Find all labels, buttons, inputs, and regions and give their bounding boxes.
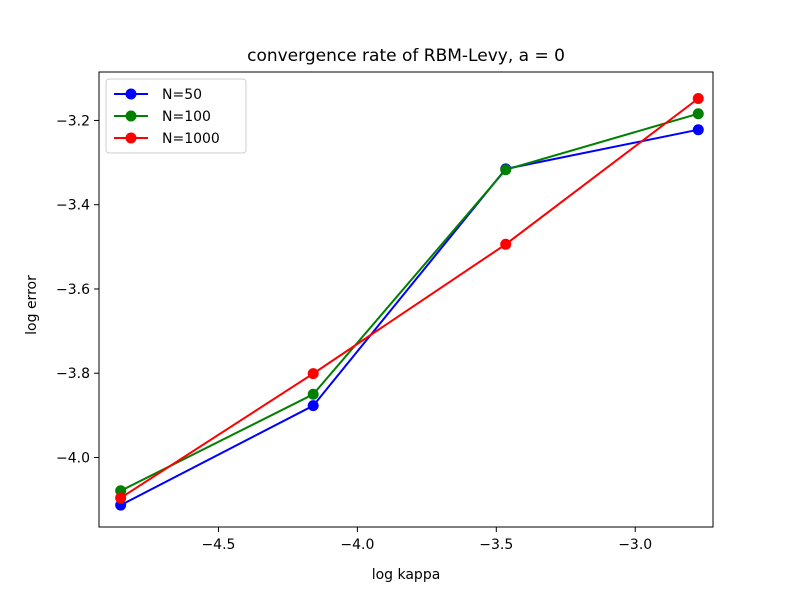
data-point	[692, 108, 704, 120]
plot-area: −4.5 −4.0 −3.5 −3.0 −4.0 −3.8 −3.6 −3.4 −3.2	[56, 71, 714, 553]
legend-label: N=50	[162, 87, 202, 103]
x-tick-label: −4.0	[340, 537, 374, 553]
data-point	[692, 93, 704, 105]
data-point	[692, 124, 704, 136]
data-point	[115, 492, 127, 504]
series-line-1	[120, 112, 699, 492]
legend-box	[105, 78, 247, 154]
y-axis-label: log error	[24, 275, 40, 335]
y-tick-label: −3.6	[56, 282, 90, 298]
series-line-0	[120, 128, 699, 506]
legend-marker	[125, 110, 137, 122]
x-tick-label: −3.0	[618, 537, 652, 553]
data-point	[307, 400, 319, 412]
series-line-2	[120, 97, 699, 499]
y-tick-label: −3.2	[56, 113, 90, 129]
legend-marker	[125, 132, 137, 144]
legend-marker	[125, 88, 137, 100]
data-point	[500, 238, 512, 250]
data-point	[307, 368, 319, 380]
x-tick-label: −3.5	[479, 537, 513, 553]
x-axis-label: log kappa	[372, 567, 441, 583]
data-point	[307, 388, 319, 400]
data-point	[500, 164, 512, 176]
y-tick-label: −4.0	[56, 450, 90, 466]
legend-label: N=1000	[162, 131, 220, 147]
axes-frame	[98, 71, 714, 528]
y-tick-label: −3.8	[56, 366, 90, 382]
x-tick-label: −4.5	[201, 537, 235, 553]
y-tick-label: −3.4	[56, 198, 90, 214]
legend-label: N=100	[162, 109, 211, 125]
legend: N=50 N=100 N=1000	[105, 78, 247, 154]
chart-title: convergence rate of RBM-Levy, a = 0	[247, 46, 565, 66]
